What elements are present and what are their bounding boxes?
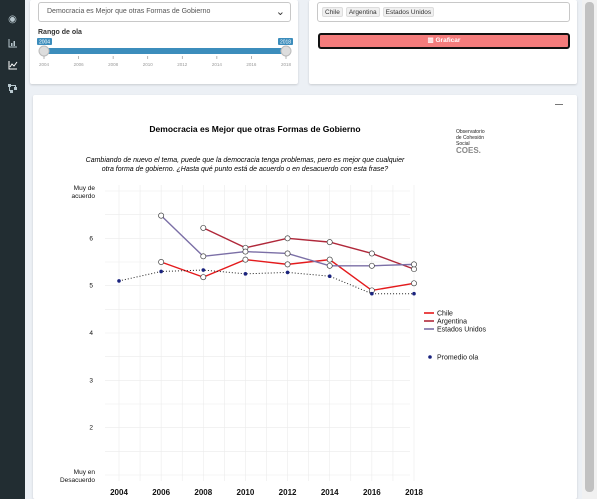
logo-line-4: COES. [456,146,481,155]
scrollbar-thumb[interactable] [585,2,594,492]
graficar-button[interactable]: ▥ Graficar [318,33,570,49]
country-chip-chile[interactable]: Chile [322,7,343,17]
legend-label: Chile [437,311,453,318]
slider-tick-label: 2006 [74,62,85,67]
country-panel: Chile Argentina Estados Unidos ▥ Grafica… [309,0,577,84]
country-multiselect[interactable]: Chile Argentina Estados Unidos [317,2,570,22]
coes-logo: Observatorio de Cohesión Social COES. [456,129,485,155]
line-chart-icon[interactable] [0,54,25,76]
x-tick-label: 2008 [194,488,212,497]
country-chip-usa[interactable]: Estados Unidos [383,7,435,17]
series-point [243,249,248,254]
series-point [201,268,205,272]
slider-tick-label: 2014 [212,62,223,67]
series-point [370,292,374,296]
slider-min-handle[interactable] [39,46,49,56]
slider-tick-label: 2012 [177,62,188,67]
legend-label: Promedio ola [437,355,478,362]
series-point [411,262,416,267]
series-point [244,272,248,276]
legend-label: Estados Unidos [437,327,487,334]
x-tick-label: 2006 [152,488,170,497]
y-tick-label: 3 [89,377,93,384]
series-point [327,240,332,245]
bar-chart-glyph [8,39,18,48]
sidebar: ◉ [0,0,25,499]
x-axis-ticks: 2004 2006 2008 2010 2012 2014 2016 2018 [110,488,423,497]
series-point [201,254,206,259]
slider-ticks: 2004 2006 2008 2010 2012 2014 2016 2018 [39,56,292,67]
series-point [328,274,332,278]
bar-chart-icon[interactable] [0,32,25,54]
series-point [285,236,290,241]
y-tick-label: Desacuerdo [60,477,95,484]
series-point [285,262,290,267]
legend-key [428,355,432,359]
y-tick-label: 6 [89,235,93,242]
series-point [159,259,164,264]
series-point [369,263,374,268]
series-point [285,251,290,256]
slider-min-label: 2004 [39,40,50,46]
slider-max-handle[interactable] [281,46,291,56]
range-slider[interactable]: 2004 2018 2004 2006 2008 2010 2012 2014 2016 20… [35,38,293,70]
y-tick-label: 4 [89,330,93,337]
series-point [117,279,121,283]
y-tick-label: acuerdo [72,193,96,200]
series-point [411,281,416,286]
bar-chart-icon: ▥ [428,37,436,44]
series-point [243,257,248,262]
chevron-down-icon: ⌄ [276,5,285,18]
x-tick-label: 2010 [237,488,255,497]
line-chart-glyph [8,61,18,70]
x-tick-label: 2016 [363,488,381,497]
slider-tick-label: 2016 [246,62,257,67]
series-point [369,251,374,256]
x-tick-label: 2014 [321,488,339,497]
y-tick-label: 5 [89,283,93,290]
x-tick-label: 2018 [405,488,423,497]
series-point [159,270,163,274]
chart: Democracia es Mejor que otras Formas de … [33,95,577,499]
slider-max-label: 2018 [280,40,291,46]
legend-label: Argentina [437,319,467,326]
chart-grid [105,185,414,481]
y-tick-label: Muy en [74,469,96,476]
chart-panel: Democracia es Mejor que otras Formas de … [33,95,577,499]
series-point [327,257,332,262]
slider-tick-label: 2010 [143,62,154,67]
chart-subtitle-line1: Cambiando de nuevo el tema, puede que la… [86,157,405,164]
graficar-label: Graficar [436,37,461,44]
y-tick-label: Muy de [74,185,96,192]
network-glyph [8,84,18,93]
x-tick-label: 2004 [110,488,128,497]
series-point [327,263,332,268]
slider-track [43,48,287,54]
chart-subtitle-line2: otra forma de gobierno. ¿Hasta qué punto… [102,166,389,173]
question-select[interactable]: Democracia es Mejor que otras Formas de … [38,2,291,22]
range-label: Rango de ola [38,29,82,36]
series-point [286,271,290,275]
x-tick-label: 2012 [279,488,297,497]
slider-tick-label: 2018 [281,62,292,67]
series-point [201,275,206,280]
filter-panel: Democracia es Mejor que otras Formas de … [30,0,298,84]
slider-tick-label: 2008 [108,62,119,67]
series-point [159,213,164,218]
series-point [412,292,416,296]
palette-icon[interactable]: ◉ [0,8,25,30]
question-select-value: Democracia es Mejor que otras Formas de … [47,8,210,15]
y-tick-label: 2 [89,425,93,432]
country-chip-argentina[interactable]: Argentina [346,7,380,17]
network-icon[interactable] [0,77,25,99]
series-point [201,225,206,230]
slider-tick-label: 2004 [39,62,50,67]
chart-title: Democracia es Mejor que otras Formas de … [149,124,360,134]
